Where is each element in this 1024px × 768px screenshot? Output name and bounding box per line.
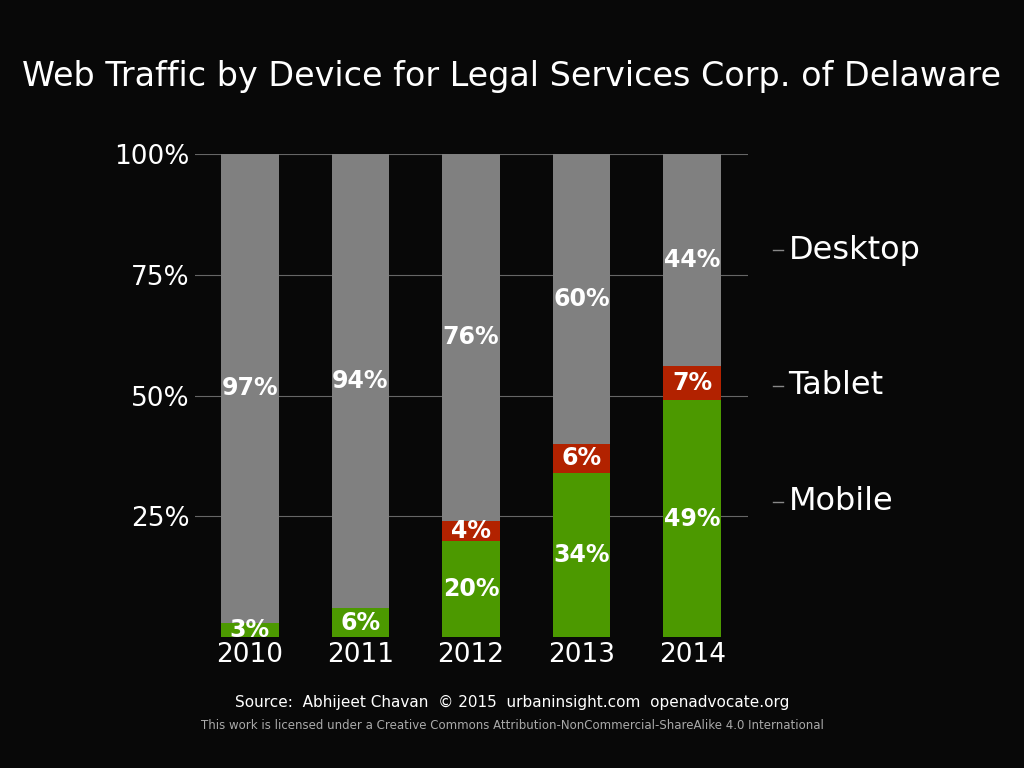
Text: 97%: 97%	[221, 376, 279, 400]
Bar	[221, 623, 279, 637]
Text: 6%: 6%	[340, 611, 381, 635]
Text: 3%: 3%	[229, 618, 270, 642]
Bar	[664, 154, 721, 366]
Text: Mobile: Mobile	[788, 486, 893, 518]
Bar	[332, 608, 389, 637]
Bar	[553, 473, 610, 637]
Text: 4%: 4%	[451, 519, 492, 543]
Text: Web Traffic by Device for Legal Services Corp. of Delaware: Web Traffic by Device for Legal Services…	[23, 61, 1001, 93]
Bar	[221, 154, 279, 623]
Text: 76%: 76%	[442, 326, 500, 349]
Text: Source:  Abhijeet Chavan  © 2015  urbaninsight.com  openadvocate.org: Source: Abhijeet Chavan © 2015 urbaninsi…	[234, 695, 790, 710]
Text: 60%: 60%	[553, 286, 610, 311]
Bar	[553, 154, 610, 444]
Text: Tablet: Tablet	[788, 370, 884, 402]
Bar	[664, 366, 721, 400]
Text: 34%: 34%	[553, 543, 610, 568]
Text: Desktop: Desktop	[788, 235, 921, 266]
Text: 44%: 44%	[664, 248, 721, 272]
Text: This work is licensed under a Creative Commons Attribution-NonCommercial-ShareAl: This work is licensed under a Creative C…	[201, 720, 823, 732]
Bar	[442, 154, 500, 521]
Text: 6%: 6%	[561, 446, 602, 471]
Text: 7%: 7%	[672, 372, 713, 396]
Bar	[442, 541, 500, 637]
Text: 49%: 49%	[664, 507, 721, 531]
Bar	[442, 521, 500, 541]
Bar	[332, 154, 389, 608]
Bar	[553, 444, 610, 473]
Text: 20%: 20%	[442, 577, 500, 601]
Bar	[664, 400, 721, 637]
Text: 94%: 94%	[332, 369, 389, 393]
